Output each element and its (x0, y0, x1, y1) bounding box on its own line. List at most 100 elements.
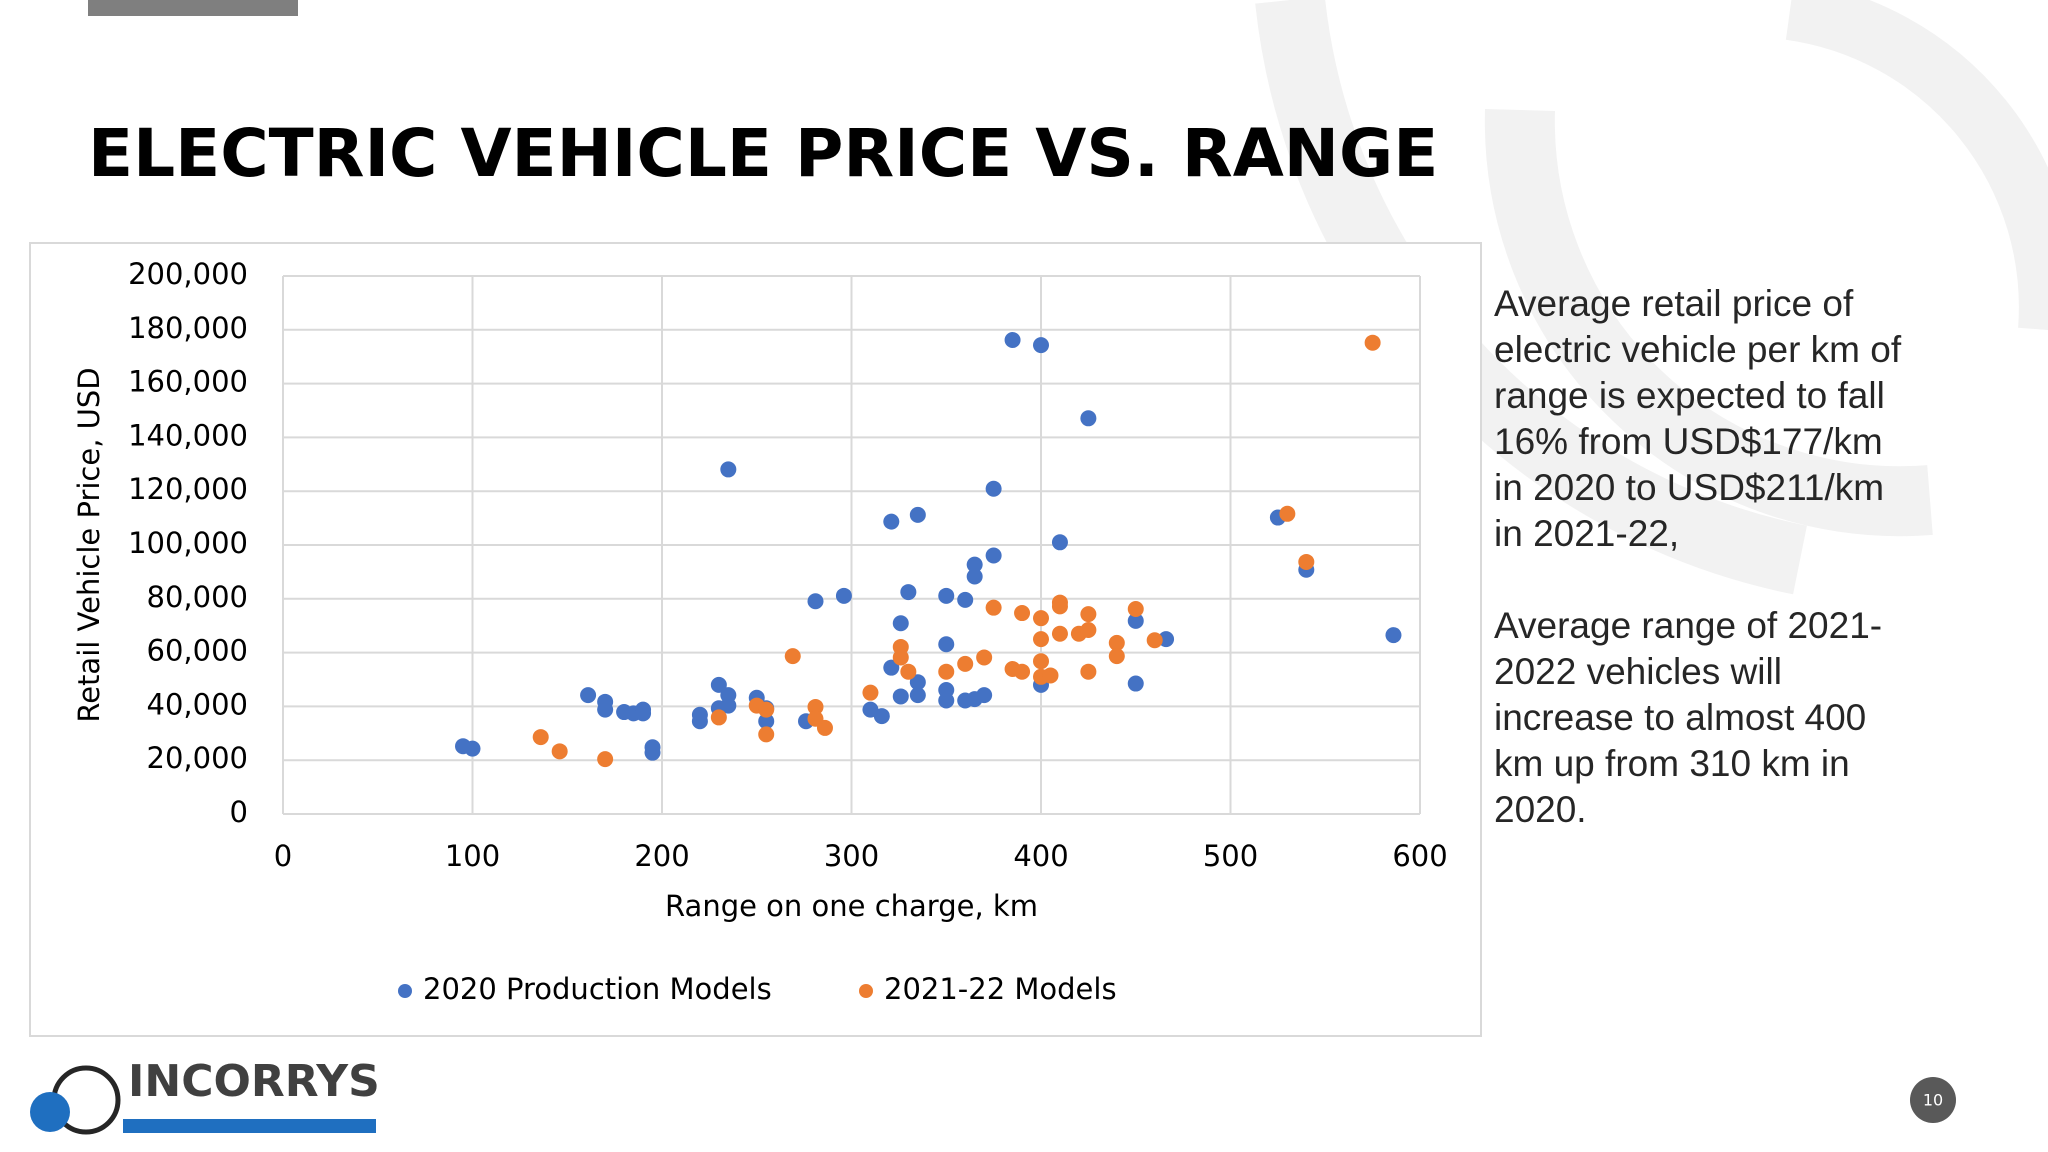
data-point (1385, 627, 1402, 644)
data-point (1042, 667, 1059, 684)
y-tick-label: 140,000 (128, 418, 248, 452)
x-tick-label: 400 (1013, 839, 1068, 873)
logo: INCORRYS (30, 1056, 380, 1135)
data-point (1080, 663, 1097, 680)
data-point (1033, 610, 1049, 627)
data-point (862, 684, 879, 701)
data-point (1080, 606, 1097, 623)
data-point (966, 556, 983, 573)
data-point (1298, 553, 1315, 570)
data-point (1051, 625, 1068, 642)
data-point (1127, 675, 1144, 692)
header-bar (88, 0, 298, 16)
data-point (985, 480, 1002, 497)
data-point (976, 649, 993, 666)
data-point (1279, 505, 1296, 522)
data-point (710, 709, 727, 726)
data-point (758, 701, 775, 718)
data-point (1051, 598, 1068, 615)
logo-text: INCORRYS (128, 1056, 380, 1107)
data-point (892, 649, 909, 666)
note-line: km up from 310 km in (1494, 743, 1850, 784)
data-point (873, 708, 890, 725)
data-point (1146, 632, 1163, 649)
data-point (909, 506, 926, 523)
data-point (883, 659, 900, 676)
slide-title: ELECTRIC VEHICLE PRICE VS. RANGE (88, 115, 1438, 192)
legend-label: 2021-22 Models (884, 972, 1117, 1006)
note-line: increase to almost 400 (1494, 697, 1866, 738)
data-point (1080, 410, 1097, 427)
data-point (957, 655, 974, 672)
x-tick-label: 200 (634, 839, 689, 873)
data-point (1033, 337, 1049, 354)
data-point (883, 513, 900, 530)
data-point (532, 729, 549, 746)
data-point (957, 591, 974, 608)
data-point (892, 615, 909, 632)
data-point (807, 593, 824, 610)
data-point (938, 636, 955, 653)
data-point (635, 705, 652, 722)
data-point (1108, 634, 1125, 651)
data-point (597, 751, 614, 768)
x-tick-label: 0 (274, 839, 292, 873)
y-tick-label: 160,000 (128, 365, 248, 399)
data-point (938, 692, 955, 709)
y-tick-label: 60,000 (147, 634, 248, 668)
note-line: in 2021-22, (1494, 513, 1679, 554)
data-point (816, 719, 833, 736)
note-line: 2022 vehicles will (1494, 651, 1782, 692)
note-line: in 2020 to USD$211/km (1494, 467, 1884, 508)
data-point (900, 584, 917, 601)
legend-marker (398, 984, 412, 998)
data-point (1033, 631, 1049, 648)
data-point (551, 743, 568, 760)
data-point (1014, 663, 1031, 680)
data-point (807, 698, 824, 715)
data-point (976, 687, 993, 704)
data-point (1108, 648, 1125, 665)
data-point (597, 701, 614, 718)
note-line: Average retail price of (1494, 283, 1854, 324)
note-line: Average range of 2021- (1494, 605, 1882, 646)
data-point (710, 676, 727, 693)
data-point (985, 547, 1002, 564)
page-number: 10 (1923, 1091, 1943, 1110)
x-tick-label: 100 (445, 839, 500, 873)
data-point (938, 587, 955, 604)
x-axis-label: Range on one charge, km (665, 889, 1038, 923)
y-tick-label: 100,000 (128, 526, 248, 560)
data-point (909, 674, 926, 691)
y-axis-label: Retail Vehicle Price, USD (72, 367, 106, 722)
x-tick-label: 500 (1203, 839, 1258, 873)
y-tick-label: 120,000 (128, 472, 248, 506)
data-point (900, 663, 917, 680)
legend-marker (859, 984, 873, 998)
data-point (1364, 334, 1381, 351)
data-point (1004, 332, 1021, 349)
y-tick-label: 40,000 (147, 687, 248, 721)
y-tick-label: 200,000 (128, 257, 248, 291)
data-point (1127, 612, 1144, 629)
y-tick-label: 180,000 (128, 311, 248, 345)
legend-label: 2020 Production Models (423, 972, 772, 1006)
data-point (938, 663, 955, 680)
data-point (892, 688, 909, 705)
note-line: 16% from USD$177/km (1494, 421, 1883, 462)
chart: 0 100 200 300 400 500 600 0 20,000 40,000 60,000 80… (72, 257, 1448, 1006)
data-point (1080, 622, 1097, 639)
data-point (909, 687, 926, 704)
data-point (835, 587, 852, 604)
note-line: electric vehicle per km of (1494, 329, 1902, 370)
y-tick-label: 80,000 (147, 580, 248, 614)
data-point (1051, 534, 1068, 551)
x-tick-label: 300 (824, 839, 879, 873)
data-point (985, 599, 1002, 616)
page-number-badge (1910, 1077, 1956, 1123)
data-point (580, 687, 597, 704)
notes: Average retail price of electric vehicle … (1494, 283, 1902, 830)
data-point (1127, 601, 1144, 618)
